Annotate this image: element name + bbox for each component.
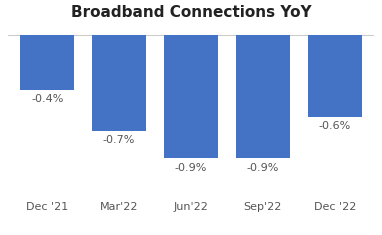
Bar [164,35,218,158]
Text: -0.7%: -0.7% [103,135,135,145]
Bar [20,35,74,90]
Bar [308,35,362,117]
Text: -0.9%: -0.9% [175,163,207,172]
Text: -0.9%: -0.9% [247,163,279,172]
Bar [92,35,146,131]
Title: Broadband Connections YoY: Broadband Connections YoY [71,5,311,20]
Bar [236,35,290,158]
Text: -0.4%: -0.4% [31,94,63,104]
Text: -0.6%: -0.6% [319,121,351,131]
